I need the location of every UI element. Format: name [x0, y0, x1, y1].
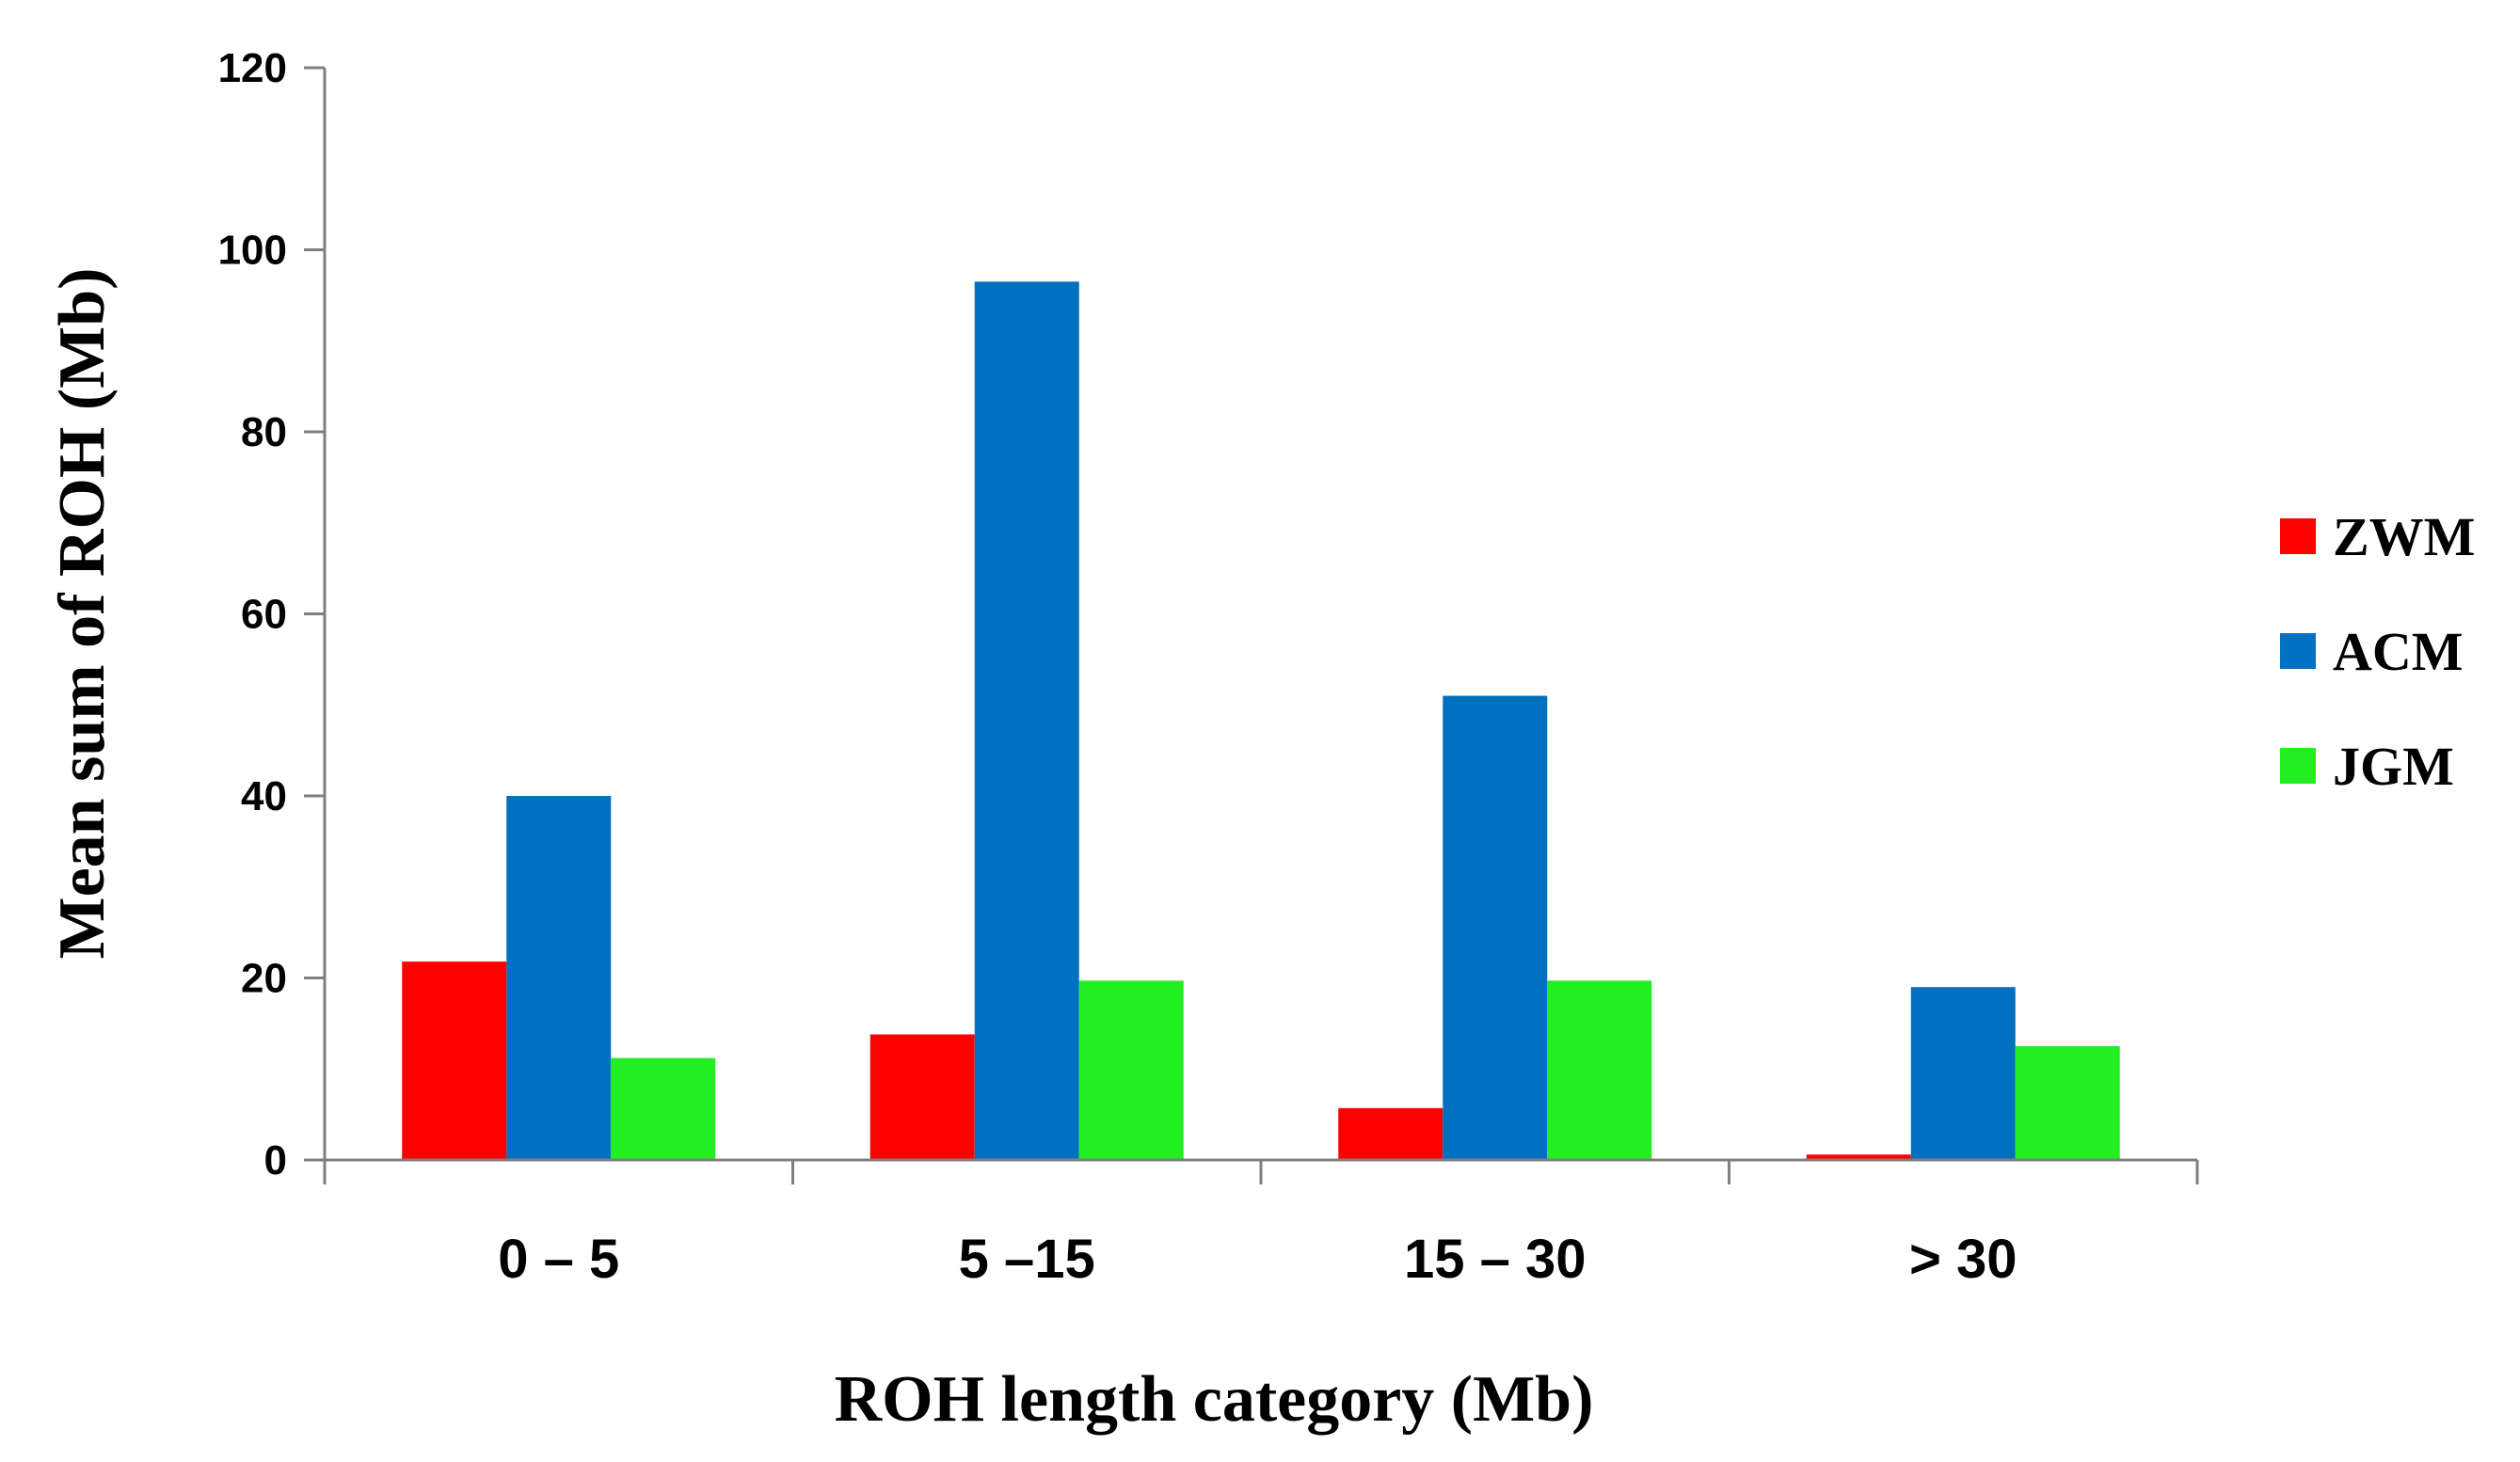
- x-axis-tick-labels: 0 – 5 5 –15 15 – 30 > 30: [498, 1229, 2017, 1290]
- x-tick-label: 0 – 5: [498, 1229, 619, 1290]
- bar-acm-2: [974, 281, 1079, 1160]
- y-tick-label: 20: [241, 956, 287, 1002]
- bar-jgm-3: [1547, 980, 1652, 1160]
- legend-swatch-zwm: [2280, 518, 2316, 554]
- legend-label-zwm: ZWM: [2333, 506, 2475, 567]
- bar-acm-3: [1443, 695, 1548, 1160]
- bar-zwm-4: [1806, 1154, 1911, 1160]
- legend-label-jgm: JGM: [2333, 736, 2454, 797]
- x-tick-label: > 30: [1909, 1229, 2018, 1290]
- y-tick-label: 100: [218, 228, 287, 274]
- bar-jgm-4: [2015, 1046, 2120, 1160]
- y-tick-label: 0: [264, 1137, 287, 1184]
- y-axis-title: Mean sum of ROH (Mb): [46, 268, 119, 960]
- legend-swatch-jgm: [2280, 748, 2316, 784]
- bar-zwm-3: [1338, 1107, 1443, 1160]
- bar-acm-4: [1910, 987, 2016, 1160]
- legend-label-acm: ACM: [2333, 621, 2464, 682]
- y-tick-label: 120: [218, 45, 287, 91]
- y-axis-ticks: 0 20 40 60 80 100 120: [218, 45, 325, 1184]
- legend: ZWM ACM JGM: [2280, 506, 2475, 797]
- x-tick-label: 15 – 30: [1404, 1229, 1587, 1290]
- bar-jgm-1: [611, 1057, 716, 1160]
- legend-swatch-acm: [2280, 633, 2316, 669]
- bar-zwm-1: [402, 961, 507, 1160]
- x-axis-title: ROH length category (Mb): [835, 1363, 1594, 1436]
- bar-zwm-2: [869, 1034, 975, 1160]
- y-tick-label: 40: [241, 773, 287, 819]
- y-tick-label: 80: [241, 409, 287, 455]
- bars: [402, 281, 2120, 1160]
- x-tick-label: 5 –15: [959, 1229, 1095, 1290]
- bar-jgm-2: [1078, 980, 1184, 1160]
- bar-acm-1: [506, 796, 612, 1160]
- y-tick-label: 60: [241, 592, 287, 638]
- x-axis-ticks: [323, 1160, 2199, 1184]
